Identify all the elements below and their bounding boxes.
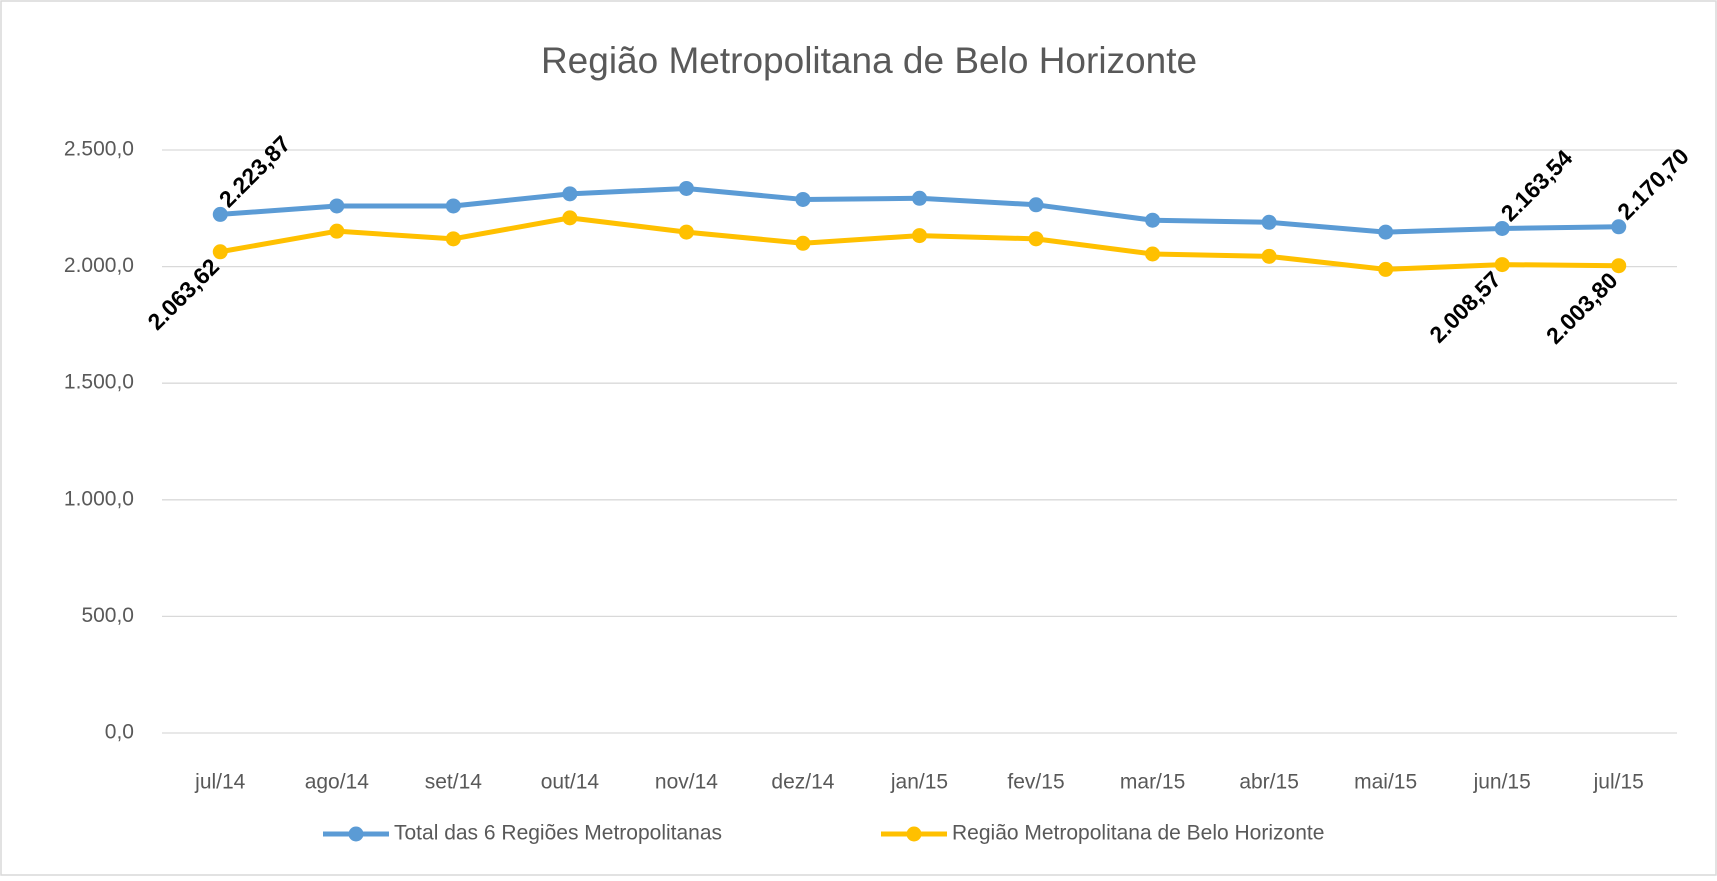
data-point <box>212 244 228 260</box>
data-point <box>1028 197 1044 213</box>
data-point <box>1378 261 1394 277</box>
x-tick-label: mar/15 <box>1120 771 1185 794</box>
y-tick-label: 2.000,0 <box>64 254 134 277</box>
x-tick-label: mai/15 <box>1354 771 1417 794</box>
data-point <box>1261 214 1277 230</box>
x-tick-label: fev/15 <box>1007 771 1064 794</box>
y-tick-label: 1.500,0 <box>64 371 134 394</box>
data-point <box>329 198 345 214</box>
data-point <box>445 198 461 214</box>
data-point <box>1378 224 1394 240</box>
x-tick-label: jul/15 <box>1593 771 1644 794</box>
data-point <box>1494 257 1510 273</box>
y-tick-label: 0,0 <box>105 721 134 744</box>
data-point <box>445 231 461 247</box>
x-tick-label: dez/14 <box>771 771 834 794</box>
data-point <box>329 223 345 239</box>
legend-label: Total das 6 Regiões Metropolitanas <box>394 822 722 845</box>
x-tick-label: jul/14 <box>194 771 246 794</box>
data-point <box>1145 246 1161 262</box>
x-tick-label: out/14 <box>541 771 600 794</box>
data-point <box>562 186 578 202</box>
data-point <box>212 206 228 222</box>
x-tick-label: abr/15 <box>1239 771 1299 794</box>
data-point <box>912 228 927 244</box>
y-tick-label: 2.500,0 <box>64 138 134 161</box>
x-tick-label: set/14 <box>425 771 483 794</box>
data-point <box>795 191 811 207</box>
data-point <box>1261 248 1277 264</box>
data-point <box>1611 258 1627 274</box>
legend-label: Região Metropolitana de Belo Horizonte <box>952 822 1324 845</box>
data-point <box>678 224 694 240</box>
data-point <box>678 180 694 196</box>
x-tick-label: jan/15 <box>890 771 948 794</box>
data-point <box>1611 219 1627 235</box>
x-tick-label: jun/15 <box>1473 771 1531 794</box>
data-point <box>795 235 811 251</box>
legend-marker <box>906 826 922 842</box>
data-point <box>1028 231 1044 247</box>
y-tick-label: 500,0 <box>81 604 134 627</box>
data-point <box>1494 220 1510 236</box>
x-tick-label: ago/14 <box>305 771 370 794</box>
legend-marker <box>348 826 364 842</box>
chart-title: Região Metropolitana de Belo Horizonte <box>541 40 1197 81</box>
data-point <box>912 190 927 206</box>
data-point <box>1145 212 1161 228</box>
data-point <box>562 210 578 226</box>
y-tick-label: 1.000,0 <box>64 487 134 510</box>
x-tick-label: nov/14 <box>655 771 718 794</box>
